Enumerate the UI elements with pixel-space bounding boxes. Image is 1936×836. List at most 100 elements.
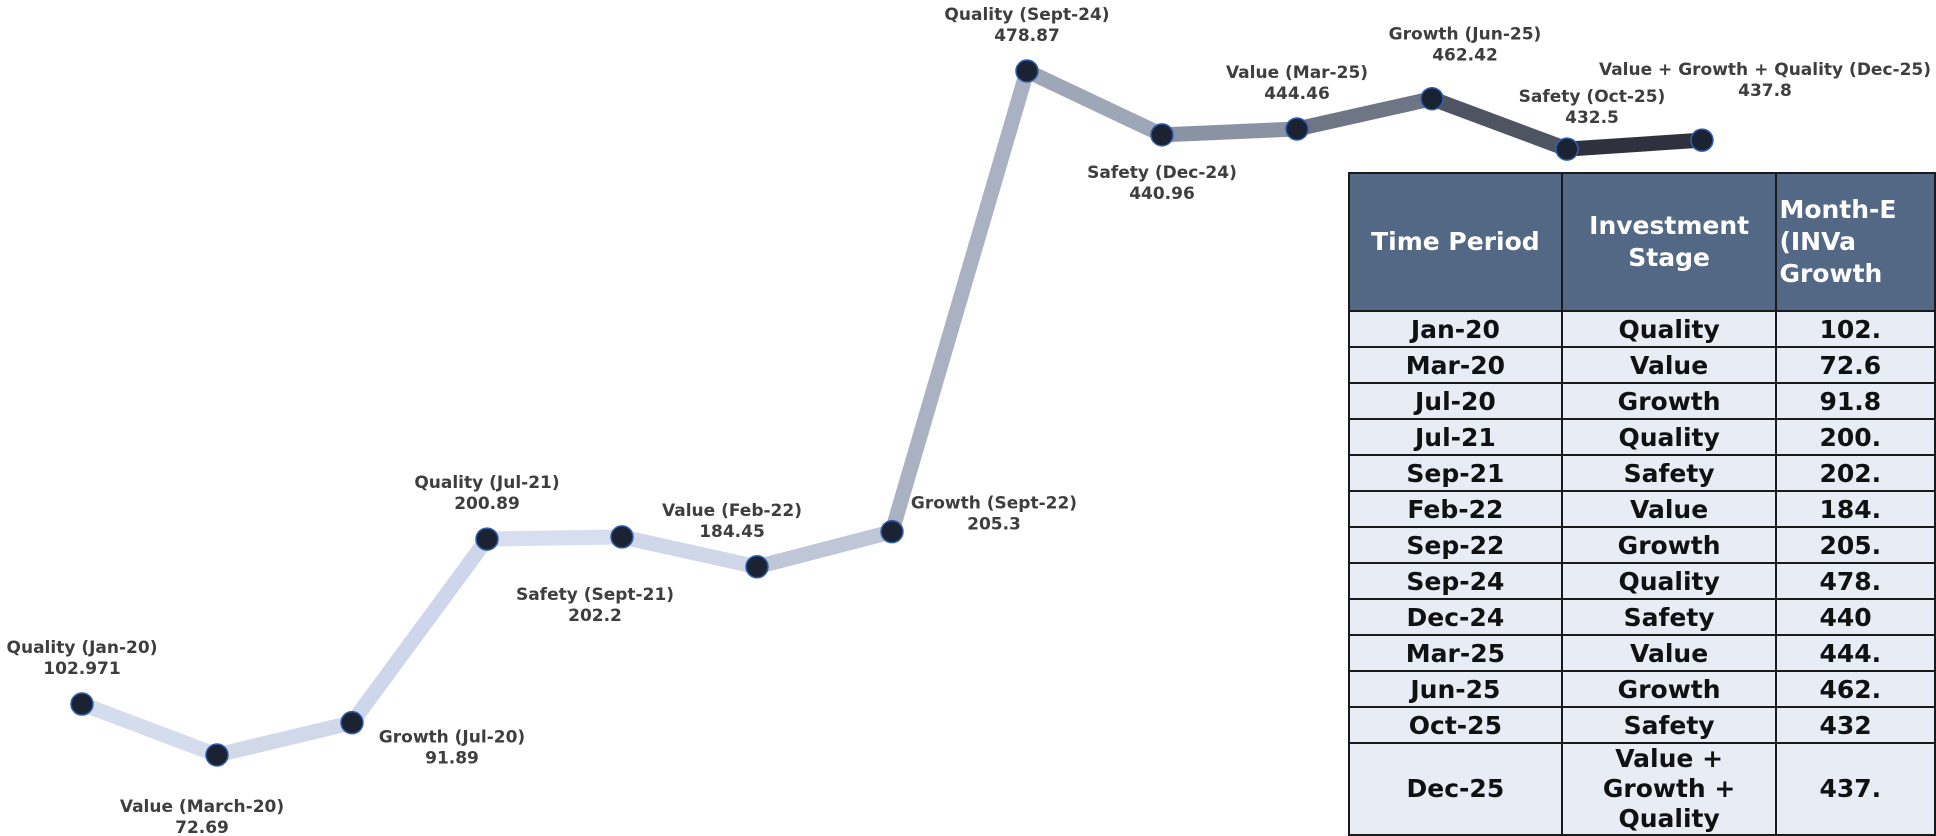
cell-month-end-value: 478. — [1775, 562, 1936, 600]
cell-time-period: Mar-20 — [1348, 346, 1563, 384]
table-row: Dec-25 Value + Growth + Quality 437. — [1348, 742, 1936, 836]
data-point — [610, 525, 634, 549]
data-label-name: Growth (Jul-20) — [379, 728, 525, 748]
cell-month-end-value: 102. — [1775, 310, 1936, 348]
cell-time-period: Jan-20 — [1348, 310, 1563, 348]
chart-markers — [70, 59, 1714, 767]
data-label-value: 202.2 — [568, 606, 622, 626]
chart-data-labels: Quality (Jan-20)102.971 Value (March-20)7… — [7, 5, 1932, 833]
cell-time-period: Jul-20 — [1348, 382, 1563, 420]
data-label-name: Quality (Jan-20) — [7, 638, 158, 658]
line-segment — [479, 529, 630, 547]
data-label-name: Value + Growth + Quality (Dec-25) — [1599, 60, 1931, 80]
line-segment — [74, 696, 225, 763]
table-row: Mar-20 Value 72.6 — [1348, 346, 1936, 384]
data-point — [880, 519, 904, 544]
header-month-end-value: Month-E (INVa Growth — [1775, 172, 1936, 312]
cell-month-end-value: 205. — [1775, 526, 1936, 564]
line-segment — [1424, 91, 1575, 157]
cell-month-end-value: 437. — [1775, 742, 1936, 836]
data-label-name: Safety (Sept-21) — [516, 585, 674, 605]
data-label-name: Quality (Sept-24) — [944, 5, 1109, 25]
cell-time-period: Dec-25 — [1348, 742, 1563, 836]
data-label-name: Value (March-20) — [120, 797, 284, 817]
cell-investment-stage: Safety — [1560, 706, 1778, 744]
table-row: Mar-25 Value 444. — [1348, 634, 1936, 672]
cell-investment-stage: Quality — [1560, 418, 1778, 456]
table-row: Jul-20 Growth 91.8 — [1348, 382, 1936, 420]
cell-investment-stage: Safety — [1560, 454, 1778, 492]
table-row: Sep-21 Safety 202. — [1348, 454, 1936, 492]
cell-time-period: Dec-24 — [1348, 598, 1563, 636]
data-label-value: 200.89 — [454, 494, 520, 514]
data-point — [1555, 137, 1579, 161]
data-point — [340, 710, 364, 735]
data-label-value: 440.96 — [1129, 184, 1195, 204]
data-label-name: Quality (Jul-21) — [414, 473, 559, 493]
table-row: Feb-22 Value 184. — [1348, 490, 1936, 528]
data-label-value: 444.46 — [1264, 84, 1330, 104]
data-label-name: Value (Mar-25) — [1226, 63, 1368, 83]
data-label-name: Safety (Oct-25) — [1519, 87, 1666, 107]
cell-month-end-value: 91.8 — [1775, 382, 1936, 420]
cell-time-period: Sep-21 — [1348, 454, 1563, 492]
data-point — [1285, 117, 1309, 141]
data-point — [1150, 123, 1174, 147]
line-segment — [1019, 63, 1170, 143]
data-point — [745, 555, 769, 579]
cell-month-end-value: 72.6 — [1775, 346, 1936, 384]
line-segment — [344, 531, 495, 731]
line-segment — [1289, 91, 1440, 137]
cell-month-end-value: 202. — [1775, 454, 1936, 492]
data-label-value: 72.69 — [175, 818, 229, 833]
cell-investment-stage: Value — [1560, 346, 1778, 384]
table-row: Jan-20 Quality 102. — [1348, 310, 1936, 348]
data-label-value: 478.87 — [994, 26, 1060, 46]
data-point — [1690, 128, 1714, 152]
data-point — [1015, 59, 1039, 83]
table-row: Jun-25 Growth 462. — [1348, 670, 1936, 708]
cell-month-end-value: 200. — [1775, 418, 1936, 456]
line-segment — [1154, 121, 1305, 143]
table-row: Oct-25 Safety 432 — [1348, 706, 1936, 744]
data-label-value: 184.45 — [699, 522, 765, 542]
header-time-period: Time Period — [1348, 172, 1563, 312]
cell-time-period: Mar-25 — [1348, 634, 1563, 672]
cell-time-period: Sep-22 — [1348, 526, 1563, 564]
cell-investment-stage: Value — [1560, 634, 1778, 672]
cell-time-period: Feb-22 — [1348, 490, 1563, 528]
cell-investment-stage: Growth — [1560, 382, 1778, 420]
data-point — [205, 743, 229, 767]
line-segment — [614, 529, 765, 575]
cell-month-end-value: 440 — [1775, 598, 1936, 636]
table-row: Sep-24 Quality 478. — [1348, 562, 1936, 600]
cell-investment-stage: Growth — [1560, 670, 1778, 708]
line-segment — [749, 524, 900, 575]
cell-month-end-value: 432 — [1775, 706, 1936, 744]
table-header-row: Time Period Investment Stage Month-E (IN… — [1348, 172, 1936, 312]
stage-table: Time Period Investment Stage Month-E (IN… — [1348, 172, 1936, 836]
cell-investment-stage: Value + Growth + Quality — [1560, 742, 1778, 836]
data-label-name: Safety (Dec-24) — [1087, 163, 1237, 183]
data-label-name: Value (Feb-22) — [662, 501, 802, 521]
data-label-value: 102.971 — [43, 659, 120, 679]
table-row: Sep-22 Growth 205. — [1348, 526, 1936, 564]
cell-month-end-value: 444. — [1775, 634, 1936, 672]
chart-line-segments — [74, 63, 1710, 763]
cell-time-period: Jul-21 — [1348, 418, 1563, 456]
data-label-value: 437.8 — [1738, 81, 1792, 101]
cell-month-end-value: 184. — [1775, 490, 1936, 528]
cell-investment-stage: Quality — [1560, 310, 1778, 348]
line-segment — [209, 715, 360, 763]
cell-investment-stage: Safety — [1560, 598, 1778, 636]
data-label-value: 462.42 — [1432, 46, 1498, 66]
data-label-name: Growth (Jun-25) — [1389, 25, 1542, 45]
line-segment — [1559, 132, 1710, 157]
data-label-value: 91.89 — [425, 749, 479, 769]
data-label-value: 205.3 — [967, 515, 1021, 535]
line-segment — [884, 63, 1035, 540]
cell-investment-stage: Quality — [1560, 562, 1778, 600]
cell-investment-stage: Growth — [1560, 526, 1778, 564]
cell-month-end-value: 462. — [1775, 670, 1936, 708]
